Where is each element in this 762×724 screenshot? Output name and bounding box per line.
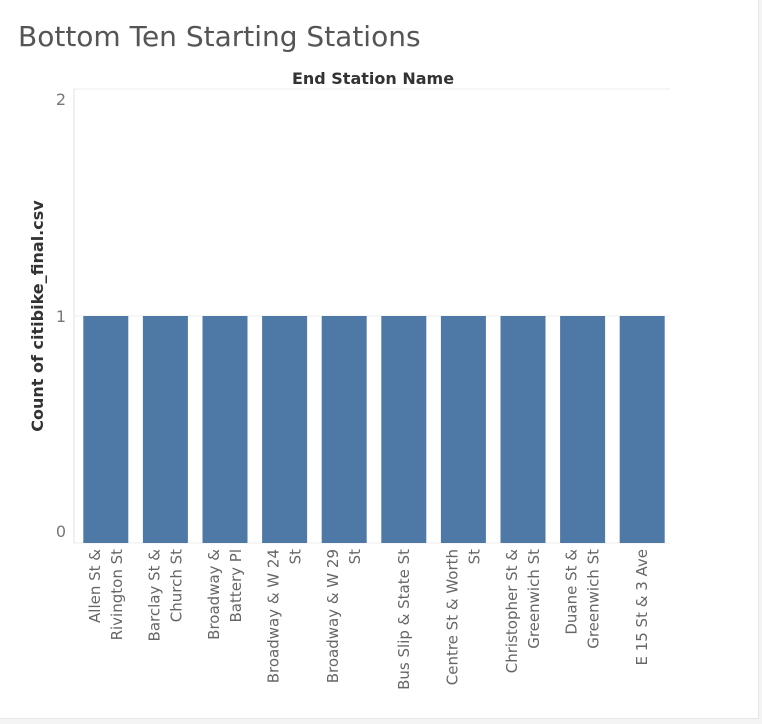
- x-tick-label-line: Centre St & Worth: [443, 549, 461, 685]
- bar[interactable]: [262, 316, 308, 543]
- x-tick-label-line: Allen St &: [86, 549, 104, 623]
- x-tick-label: Duane St & Greenwich St: [563, 549, 603, 649]
- y-axis-title: Count of citibike_final.csv: [28, 200, 47, 432]
- bar[interactable]: [381, 316, 427, 543]
- x-tick-label-line: E 15 St & 3 Ave: [633, 549, 651, 666]
- bar[interactable]: [560, 316, 606, 543]
- x-tick-label-line: Battery Pl: [227, 549, 245, 623]
- x-tick-label-line: Broadway & W 29: [324, 549, 342, 683]
- x-tick-label-line: Barclay St &: [145, 549, 163, 642]
- x-tick-label-line: Duane St &: [563, 549, 581, 635]
- x-tick-label-line: Broadway & W 24: [265, 549, 283, 683]
- x-tick-label: Broadway & W 24 St: [265, 549, 305, 683]
- x-tick-label: E 15 St & 3 Ave: [633, 549, 651, 666]
- x-tick-label-line: Bus Slip & State St: [395, 549, 413, 690]
- x-tick-label: Bus Slip & State St: [395, 549, 413, 690]
- x-tick-label: Barclay St & Church St: [145, 549, 185, 642]
- x-tick-labels: Allen St & Rivington St Barclay St & Church…: [86, 549, 651, 690]
- x-tick-label: Allen St & Rivington St: [86, 549, 126, 641]
- chart-title: Bottom Ten Starting Stations: [18, 20, 421, 53]
- x-tick-label: Broadway & W 29 St: [324, 549, 364, 683]
- x-tick-label-line: St: [346, 549, 364, 565]
- x-tick-label-line: Christopher St &: [503, 549, 521, 674]
- x-tick-label: Broadway & Battery Pl: [205, 549, 245, 640]
- x-tick-label-line: Rivington St: [108, 549, 126, 641]
- x-tick-label: Centre St & Worth St: [443, 549, 483, 685]
- bar[interactable]: [619, 316, 665, 543]
- bars: [83, 316, 665, 543]
- bar[interactable]: [202, 316, 248, 543]
- x-tick-label: Christopher St & Greenwich St: [503, 549, 543, 674]
- bar[interactable]: [321, 316, 367, 543]
- y-tick-label: 0: [56, 522, 66, 541]
- x-tick-label-line: Greenwich St: [525, 549, 543, 649]
- x-tick-label-line: St: [287, 549, 305, 565]
- bar[interactable]: [440, 316, 486, 543]
- bar[interactable]: [142, 316, 188, 543]
- x-tick-label-line: Greenwich St: [585, 549, 603, 649]
- x-tick-label-line: Broadway &: [205, 549, 223, 640]
- x-tick-label-line: St: [465, 549, 483, 565]
- y-ticks: 0 1 2: [56, 90, 66, 541]
- y-tick-label: 2: [56, 90, 66, 109]
- y-tick-label: 1: [56, 307, 66, 326]
- bar[interactable]: [83, 316, 129, 543]
- column-header: End Station Name: [292, 69, 454, 88]
- x-tick-label-line: Church St: [167, 549, 185, 622]
- bar[interactable]: [500, 316, 546, 543]
